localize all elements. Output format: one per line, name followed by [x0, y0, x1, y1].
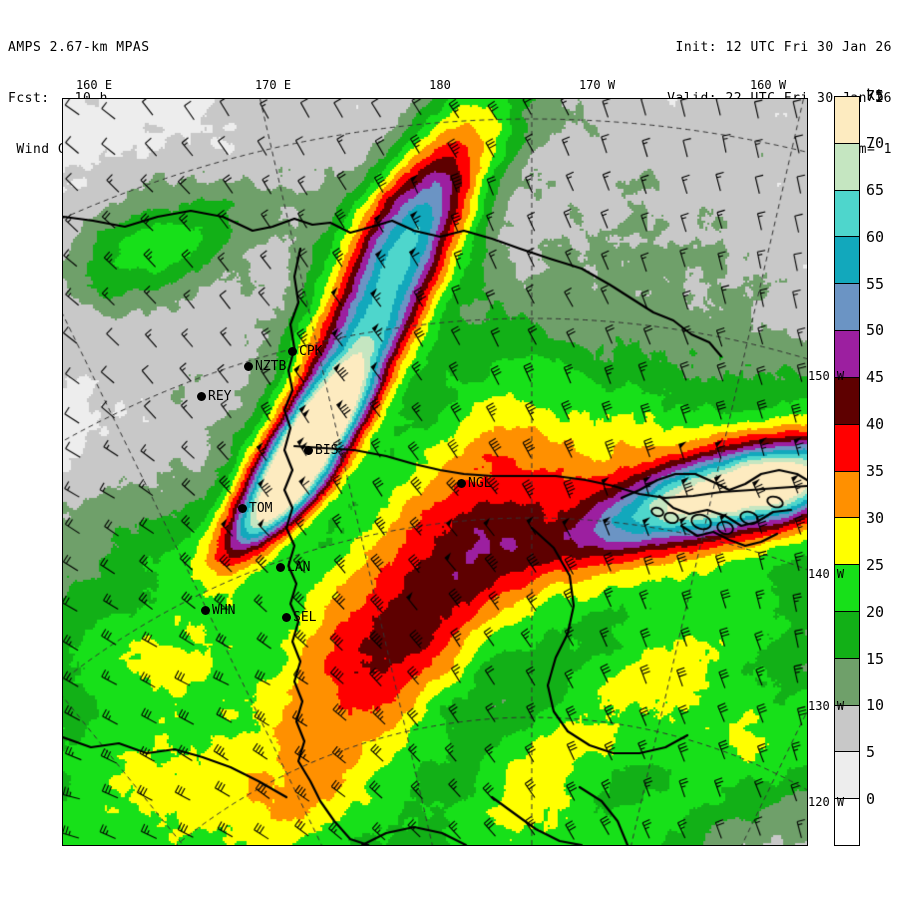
- station-label: CPK: [299, 344, 323, 359]
- station-dot-icon: [282, 613, 291, 622]
- colorbar-tick-70: 70: [866, 133, 885, 152]
- lon-label-180: 180: [429, 78, 451, 92]
- station-label: NGL: [468, 476, 492, 491]
- colorbar-tick-20: 20: [866, 602, 885, 621]
- station-label: NZTB: [255, 359, 287, 374]
- colorbar-segment-60: [835, 237, 859, 285]
- forecast-map[interactable]: CPK NZTB REY BIS NGL TOM LAN WHN SEL: [62, 98, 808, 846]
- colorbar[interactable]: [834, 96, 860, 846]
- colorbar-tick-5: 5: [866, 743, 876, 762]
- colorbar-segment-45: [835, 377, 859, 425]
- lon-label-160-W: 160 W: [749, 78, 787, 92]
- colorbar-segment-75: [835, 97, 859, 144]
- colorbar-tick-30: 30: [866, 508, 885, 527]
- station-label: SEL: [293, 610, 317, 625]
- colorbar-segment-55: [835, 284, 859, 332]
- lon-label-170-E: 170 E: [254, 78, 292, 92]
- station-dot-icon: [304, 446, 313, 455]
- colorbar-tick-65: 65: [866, 180, 885, 199]
- station-label: WHN: [212, 603, 236, 618]
- colorbar-tick-35: 35: [866, 462, 885, 480]
- colorbar-tick-40: 40: [866, 415, 885, 434]
- colorbar-tick-45: 45: [866, 368, 885, 387]
- lon-label-160-E: 160 E: [75, 78, 113, 92]
- colorbar-segment-30: [835, 518, 859, 566]
- lat-label-150-W: 150 W: [808, 369, 845, 383]
- station-dot-icon: [288, 347, 297, 356]
- colorbar-segment-65: [835, 190, 859, 238]
- station-dot-icon: [201, 606, 210, 615]
- colorbar-segment-25: [835, 565, 859, 612]
- colorbar-segment-10: [835, 705, 859, 753]
- colorbar-tick-50: 50: [866, 321, 885, 340]
- colorbar-segment-0: [835, 799, 859, 845]
- colorbar-segment-5: [835, 752, 859, 800]
- init-time: Init: 12 UTC Fri 30 Jan 26: [675, 40, 892, 55]
- station-label: TOM: [249, 501, 273, 516]
- colorbar-tick-55: 55: [866, 274, 885, 293]
- colorbar-tick-15: 15: [866, 649, 885, 668]
- lat-label-130-W: 130 W: [808, 699, 845, 713]
- lat-label-120-W: 120 W: [808, 795, 845, 809]
- model-title: AMPS 2.67-km MPAS: [8, 40, 150, 55]
- colorbar-segment-20: [835, 611, 859, 659]
- colorbar-tick-25: 25: [866, 555, 885, 574]
- station-dot-icon: [276, 563, 285, 572]
- station-dot-icon: [244, 362, 253, 371]
- colorbar-segment-15: [835, 658, 859, 706]
- lat-label-140-W: 140 W: [808, 567, 845, 581]
- station-dot-icon: [197, 392, 206, 401]
- wind-gust-contour-field: [63, 99, 807, 845]
- colorbar-unit-label: kt: [866, 86, 885, 104]
- station-dot-icon: [238, 504, 247, 513]
- colorbar-segment-50: [835, 331, 859, 378]
- colorbar-segment-40: [835, 424, 859, 472]
- station-label: BIS: [315, 443, 339, 458]
- colorbar-tick-75: 75: [866, 87, 885, 105]
- colorbar-segment-70: [835, 143, 859, 191]
- colorbar-tick-0: 0: [866, 790, 876, 809]
- colorbar-segment-35: [835, 471, 859, 519]
- colorbar-tick-60: 60: [866, 227, 885, 246]
- colorbar-tick-10: 10: [866, 696, 885, 715]
- station-dot-icon: [457, 479, 466, 488]
- station-label: REY: [208, 389, 232, 404]
- lon-label-170-W: 170 W: [578, 78, 616, 92]
- station-label: LAN: [287, 560, 311, 575]
